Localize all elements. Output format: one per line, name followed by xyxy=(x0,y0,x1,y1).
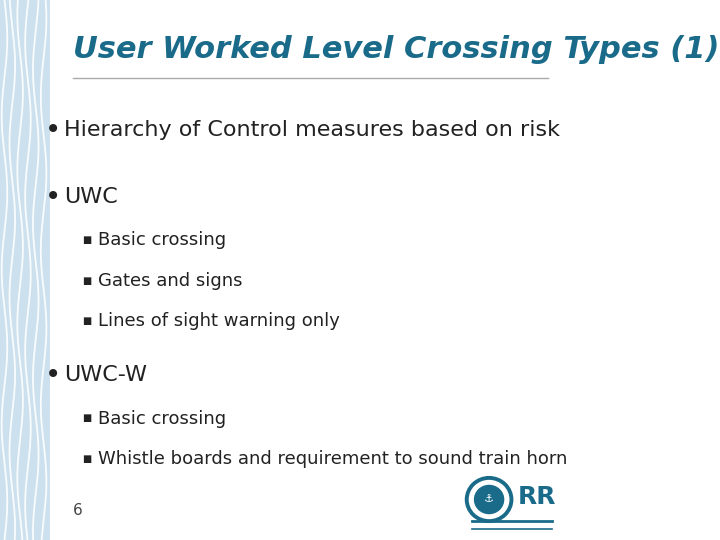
Text: ⚓: ⚓ xyxy=(484,495,494,504)
Text: Gates and signs: Gates and signs xyxy=(98,272,243,290)
Text: User Worked Level Crossing Types (1): User Worked Level Crossing Types (1) xyxy=(73,35,719,64)
Text: UWC-W: UWC-W xyxy=(64,365,148,386)
Text: ■: ■ xyxy=(82,454,91,464)
Text: 6: 6 xyxy=(73,503,82,518)
Text: Lines of sight warning only: Lines of sight warning only xyxy=(98,312,340,330)
Text: •: • xyxy=(45,116,61,144)
Text: Whistle boards and requirement to sound train horn: Whistle boards and requirement to sound … xyxy=(98,450,567,468)
Text: ■: ■ xyxy=(82,276,91,286)
Text: ■: ■ xyxy=(82,316,91,326)
Text: ■: ■ xyxy=(82,414,91,423)
Text: Hierarchy of Control measures based on risk: Hierarchy of Control measures based on r… xyxy=(64,119,560,140)
Text: •: • xyxy=(45,361,61,389)
Text: Basic crossing: Basic crossing xyxy=(98,231,226,249)
Text: ■: ■ xyxy=(82,235,91,245)
Text: Basic crossing: Basic crossing xyxy=(98,409,226,428)
Bar xyxy=(0,0,50,540)
Text: RR: RR xyxy=(518,485,557,509)
Text: •: • xyxy=(45,183,61,211)
Circle shape xyxy=(474,485,503,514)
Text: UWC: UWC xyxy=(64,187,118,207)
